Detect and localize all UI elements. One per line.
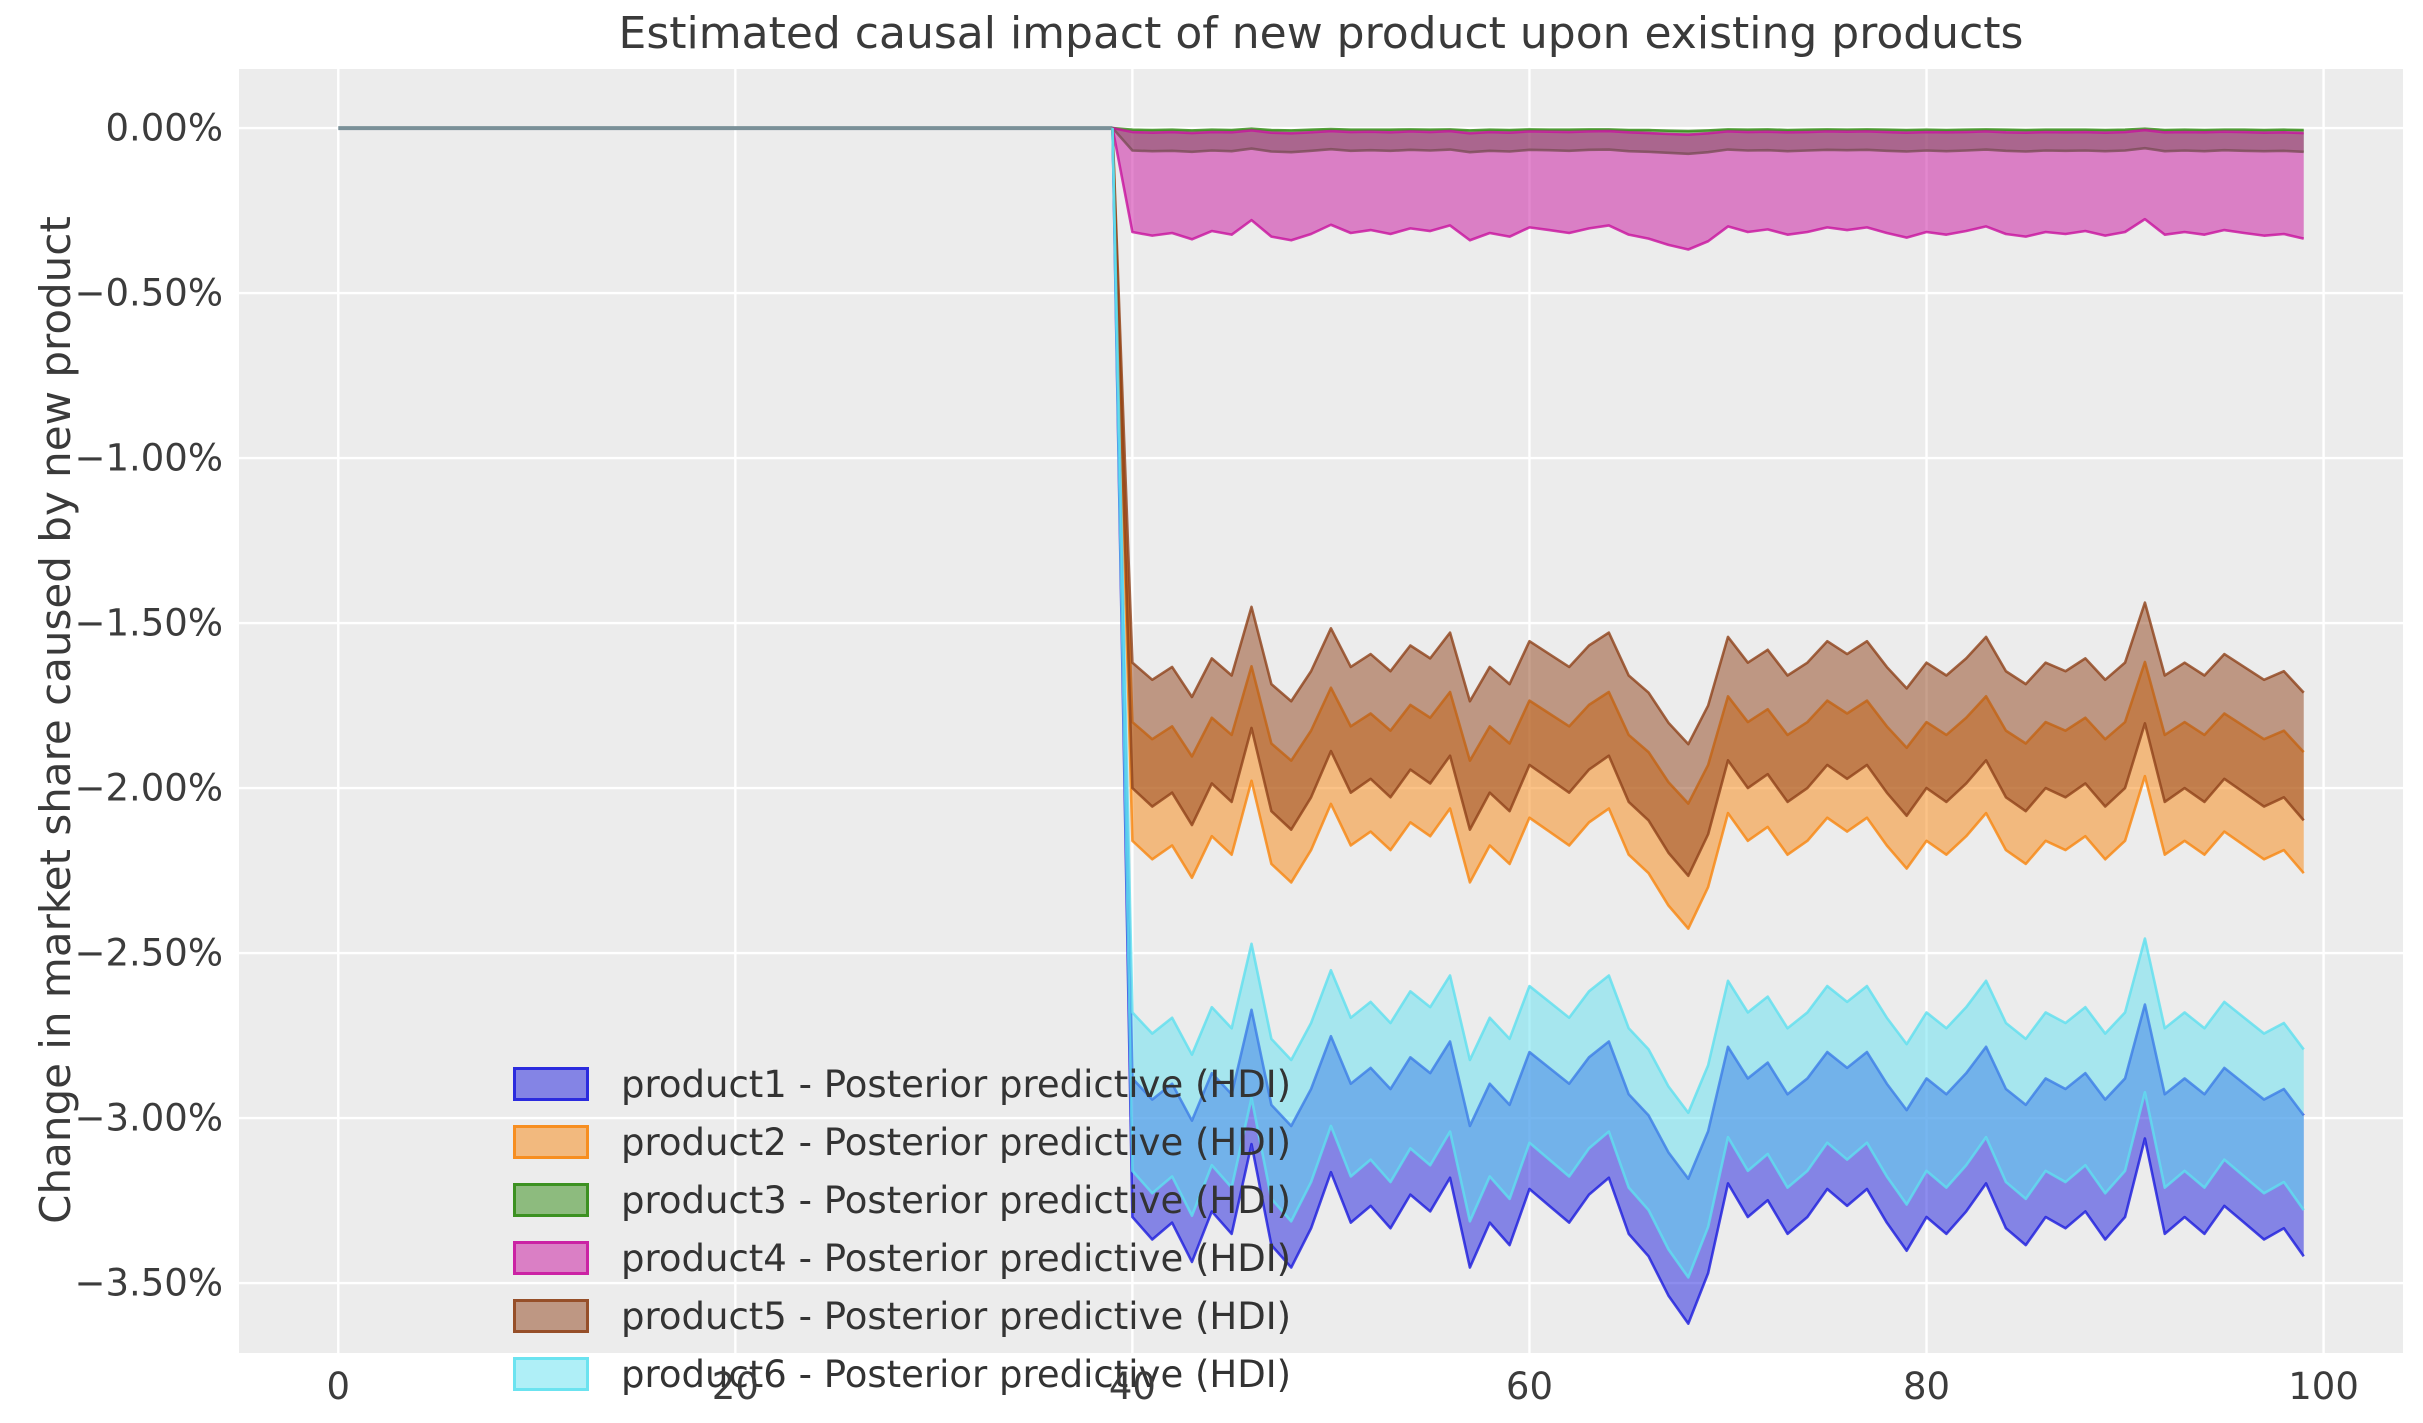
chart-title: Estimated causal impact of new product u… [618, 8, 2024, 59]
legend-item-product5: product5 - Posterior predictive (HDI) [513, 1287, 1291, 1345]
legend-item-product4: product4 - Posterior predictive (HDI) [513, 1229, 1291, 1287]
hdi-upper-line-product6 [1111, 128, 2305, 1115]
band-product5 [1112, 128, 2304, 876]
y-tick-label-−2.00%: −2.00% [74, 766, 223, 810]
legend-label-product4: product4 - Posterior predictive (HDI) [621, 1236, 1292, 1280]
x-tick-label-100: 100 [2288, 1365, 2359, 1408]
hdi-lower-line-product4 [1111, 127, 2305, 251]
legend-item-product6: product6 - Posterior predictive (HDI) [513, 1345, 1291, 1403]
y-tick-label-−3.50%: −3.50% [74, 1261, 223, 1305]
y-tick-label-−0.50%: −0.50% [74, 271, 223, 315]
hdi-lower-line-product2 [1111, 128, 2305, 930]
legend-swatch-product6 [513, 1357, 589, 1391]
y-tick-label-−2.50%: −2.50% [74, 931, 223, 975]
legend-swatch-product2 [513, 1125, 589, 1159]
legend-label-product3: product3 - Posterior predictive (HDI) [621, 1178, 1292, 1222]
legend-swatch-product1 [513, 1067, 589, 1101]
hdi-upper-line-product4 [1112, 126, 2304, 136]
legend-swatch-product4 [513, 1241, 589, 1275]
x-tick-label-20: 20 [711, 1365, 759, 1408]
hdi-upper-line-product3 [1112, 126, 2304, 133]
hdi-lower-line-product5 [1111, 128, 2305, 878]
legend-label-product2: product2 - Posterior predictive (HDI) [621, 1120, 1292, 1164]
x-tick-label-60: 60 [1505, 1365, 1553, 1408]
legend-label-product5: product5 - Posterior predictive (HDI) [621, 1294, 1292, 1338]
legend-label-product1: product1 - Posterior predictive (HDI) [621, 1062, 1292, 1106]
hdi-lower-line-product1 [1111, 128, 2305, 1325]
hdi-lower-line-product6 [1111, 128, 2305, 1279]
chart-canvas [239, 69, 2403, 1353]
legend-swatch-product3 [513, 1183, 589, 1217]
x-tick-label-0: 0 [326, 1365, 351, 1408]
legend-item-product3: product3 - Posterior predictive (HDI) [513, 1171, 1291, 1229]
y-tick-label-−1.00%: −1.00% [74, 436, 223, 480]
legend-swatch-product5 [513, 1299, 589, 1333]
x-tick-label-80: 80 [1902, 1365, 1951, 1408]
legend-label-product6: product6 - Posterior predictive (HDI) [621, 1352, 1292, 1396]
y-tick-label-−1.50%: −1.50% [74, 601, 223, 645]
band-product1 [1112, 128, 2304, 1324]
band-product6 [1112, 128, 2304, 1278]
hdi-upper-line-product5 [1111, 128, 2305, 746]
legend: product1 - Posterior predictive (HDI) pro… [513, 1055, 1291, 1403]
legend-item-product1: product1 - Posterior predictive (HDI) [513, 1055, 1291, 1113]
band-product4 [1112, 128, 2304, 250]
x-tick-label-40: 40 [1108, 1365, 1156, 1408]
y-tick-label-0.00%: 0.00% [105, 106, 223, 150]
y-tick-label-−3.00%: −3.00% [74, 1096, 223, 1140]
legend-item-product2: product2 - Posterior predictive (HDI) [513, 1113, 1291, 1171]
plot-area: product1 - Posterior predictive (HDI) pro… [239, 69, 2403, 1396]
